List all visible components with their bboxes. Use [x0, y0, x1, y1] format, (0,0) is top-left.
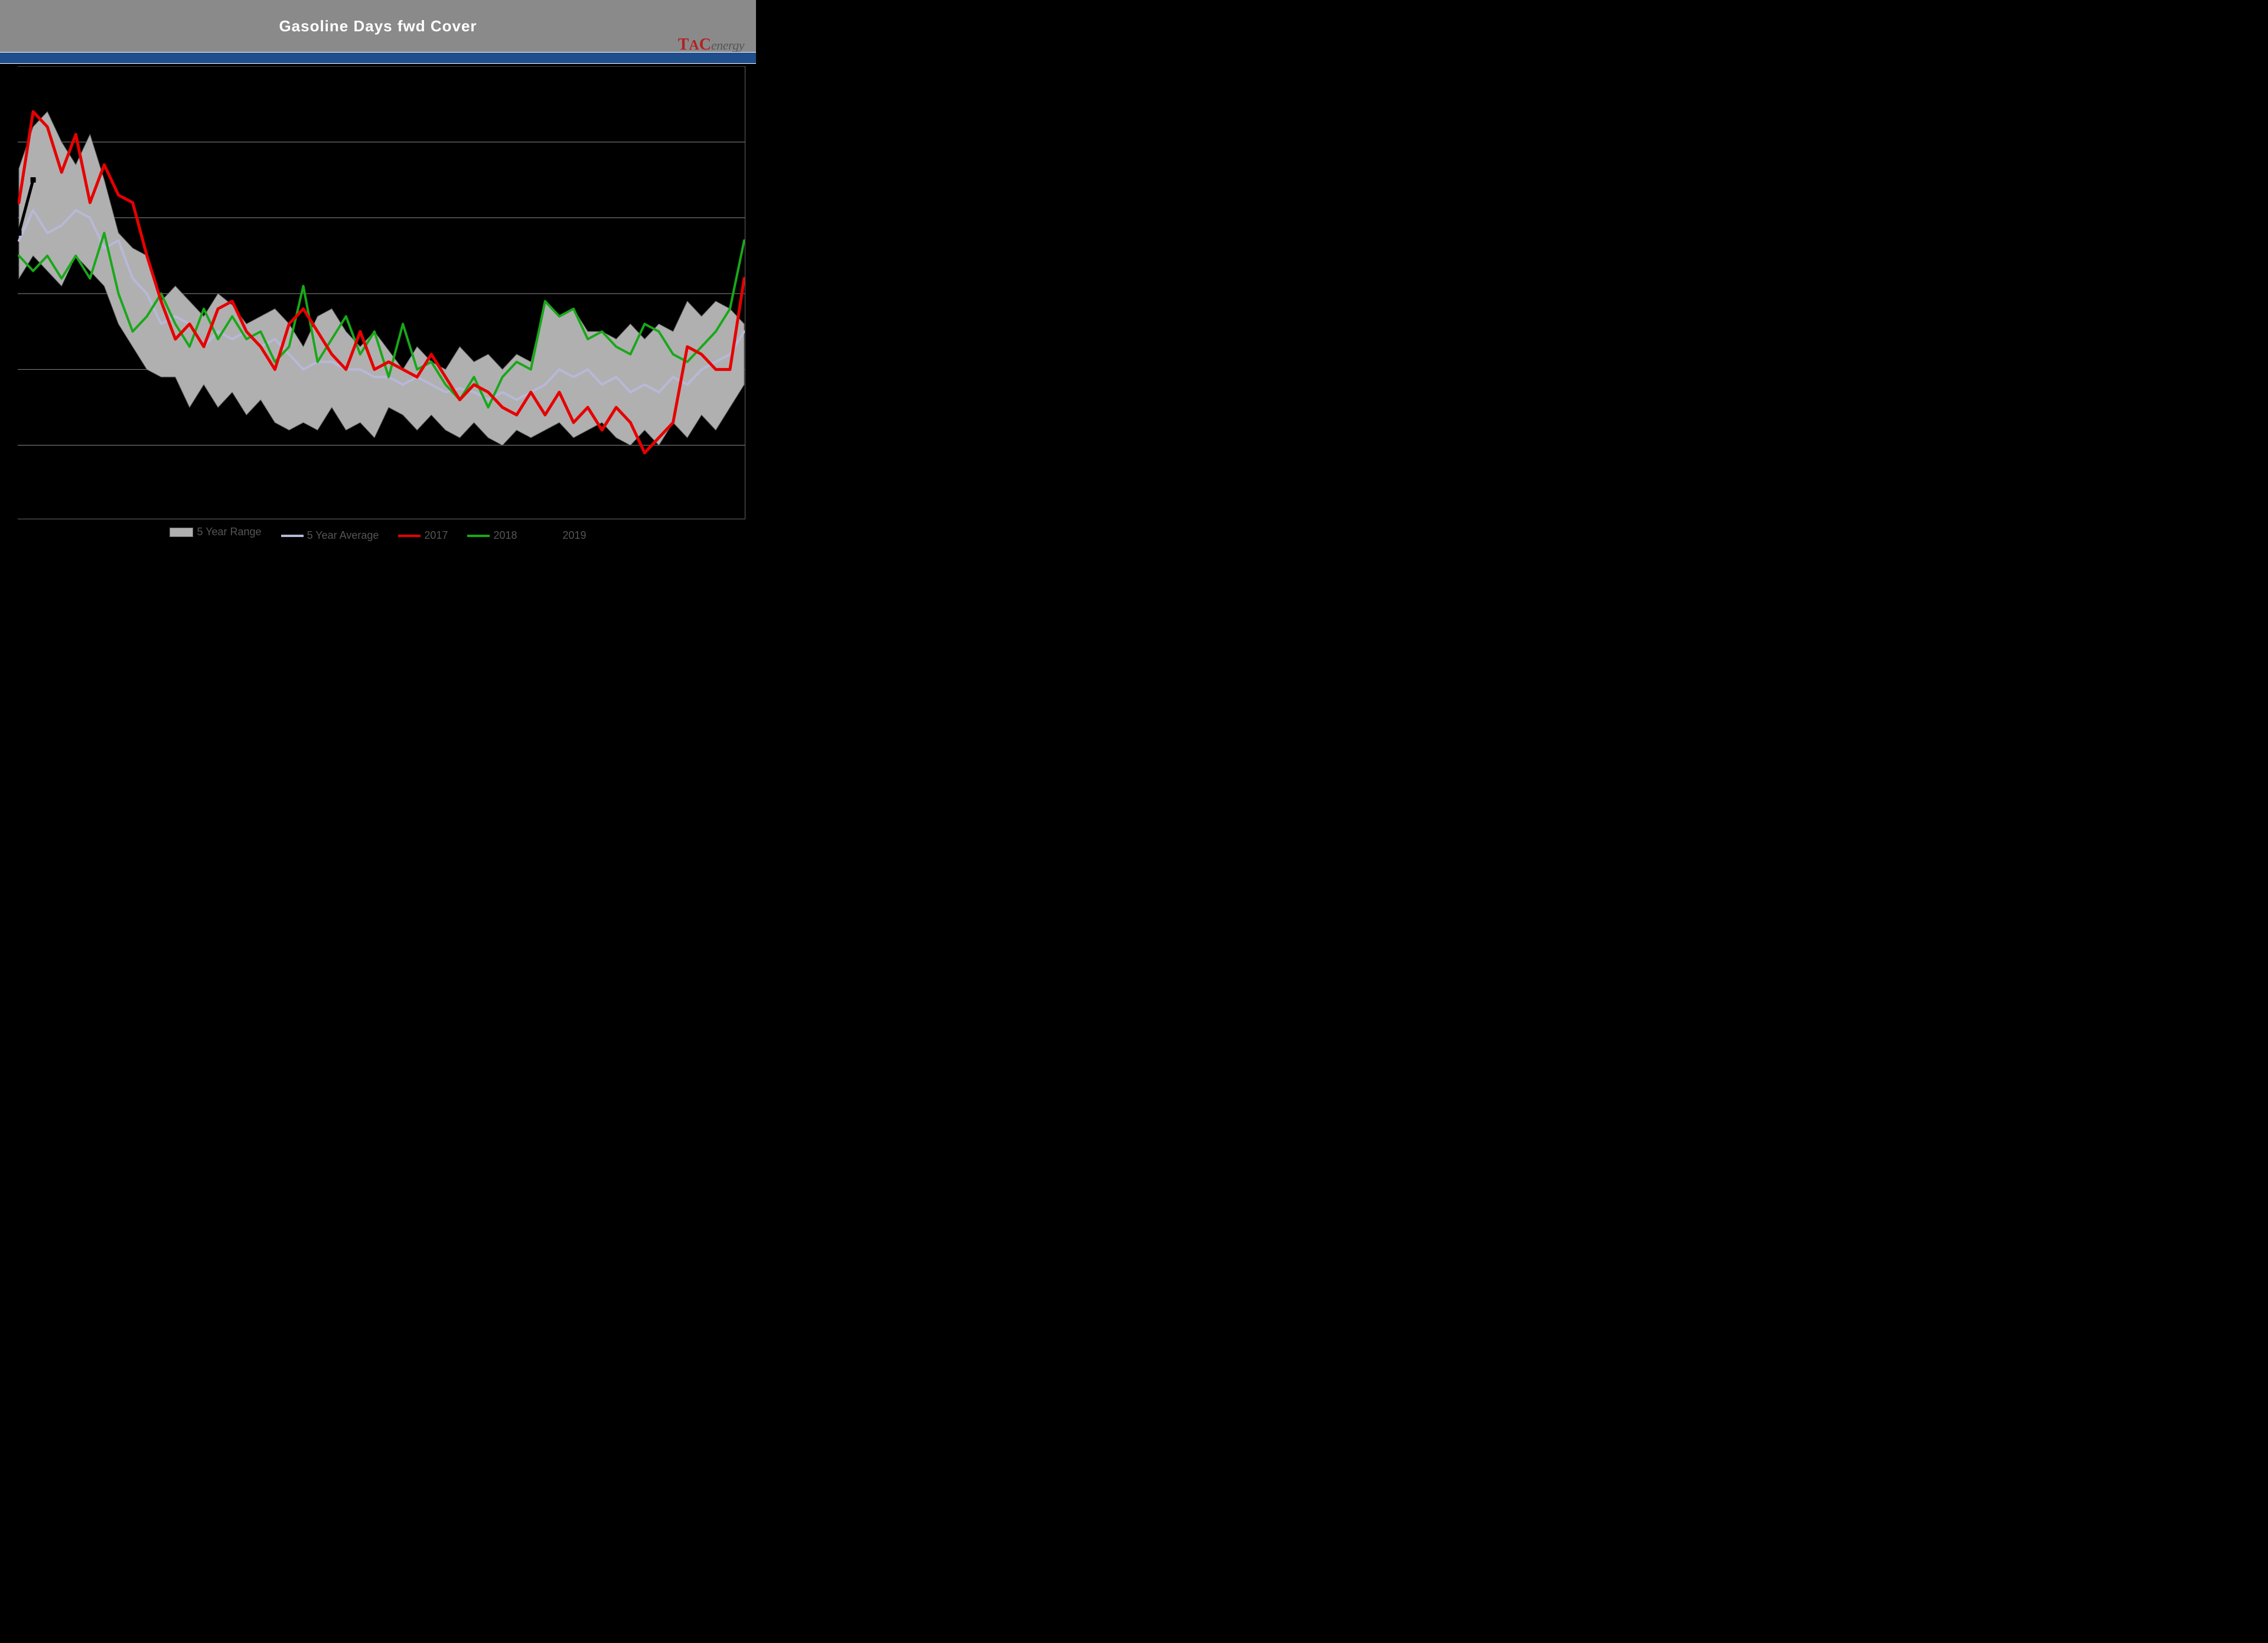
chart-header: Gasoline Days fwd Cover	[0, 0, 756, 52]
legend-label-range: 5 Year Range	[197, 526, 261, 538]
legend: 5 Year Range 5 Year Average 2017 2018 20…	[0, 526, 756, 542]
legend-item-range: 5 Year Range	[170, 526, 261, 538]
legend-item-2018: 2018	[467, 529, 517, 542]
legend-item-2017: 2017	[398, 529, 448, 542]
legend-swatch-avg	[281, 535, 304, 537]
legend-item-avg: 5 Year Average	[281, 529, 379, 542]
accent-bar	[0, 52, 756, 64]
legend-label-2017: 2017	[424, 529, 448, 542]
logo-letter-t: T	[678, 35, 689, 54]
legend-item-2019: 2019	[537, 529, 586, 542]
logo-letter-c: C	[699, 35, 711, 54]
legend-swatch-range	[170, 528, 193, 537]
legend-swatch-2017	[398, 535, 421, 537]
plot-area	[18, 66, 745, 521]
logo-letter-a: A	[689, 38, 699, 53]
legend-label-2018: 2018	[493, 529, 517, 542]
legend-swatch-2018	[467, 535, 490, 537]
legend-label-avg: 5 Year Average	[307, 529, 379, 542]
legend-swatch-2019	[537, 535, 559, 537]
chart-container: Gasoline Days fwd Cover TACenergy 5 Year…	[0, 0, 756, 548]
logo-word-energy: energy	[711, 38, 744, 53]
legend-label-2019: 2019	[563, 529, 586, 542]
chart-title: Gasoline Days fwd Cover	[279, 17, 477, 35]
